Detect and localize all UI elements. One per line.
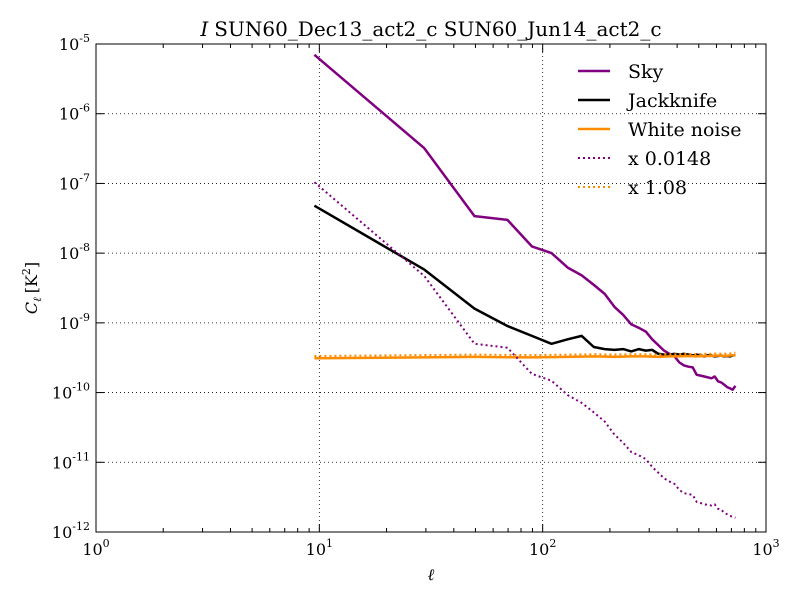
chart-title: I SUN60_Dec13_act2_c SUN60_Jun14_act2_c <box>199 17 661 41</box>
x-tick-label: 100 <box>82 537 109 559</box>
series-line-4 <box>314 351 736 357</box>
y-tick-label: 10-12 <box>52 520 90 542</box>
legend-label-1: Jackknife <box>626 90 717 112</box>
legend: Sky Jackknife White noise x 0.0148 x 1.08 <box>578 61 742 199</box>
ylabel-main: C <box>22 302 41 314</box>
x-tick-label: 101 <box>306 537 333 559</box>
legend-label-0: Sky <box>628 61 664 83</box>
ylabel-unit-close: ] <box>22 262 41 268</box>
series-line-3 <box>313 181 736 519</box>
legend-label-4: x 1.08 <box>628 177 687 199</box>
title-prefix: I <box>199 17 209 41</box>
x-tick-label: 102 <box>529 537 556 559</box>
y-tick-label: 10-7 <box>59 171 90 193</box>
y-tick-label: 10-10 <box>52 381 90 403</box>
ylabel-sub: ℓ <box>31 297 44 302</box>
title-main: SUN60_Dec13_act2_c SUN60_Jun14_act2_c <box>214 17 661 41</box>
series-lines <box>313 53 737 519</box>
y-tick-label: 10-9 <box>59 311 90 333</box>
x-axis-label: ℓ <box>428 565 435 584</box>
y-tick-label: 10-5 <box>59 32 90 54</box>
y-axis-label: Cℓ [K2] <box>20 262 44 314</box>
legend-label-2: White noise <box>628 119 742 141</box>
plot-area <box>96 44 766 532</box>
y-tick-label: 10-8 <box>59 241 90 263</box>
ylabel-unit: [K <box>22 274 41 293</box>
grid <box>96 44 766 532</box>
plot-frame <box>95 43 767 533</box>
x-tick-label: 103 <box>752 537 779 559</box>
ylabel-unit-exp: 2 <box>20 268 33 275</box>
legend-label-3: x 0.0148 <box>628 148 711 170</box>
tick-labels: 100 101 102 103 10-12 10-11 10-10 10-9 10-8 10-7 1… <box>52 32 780 559</box>
series-line-2 <box>314 353 736 360</box>
y-tick-label: 10-11 <box>52 450 90 472</box>
y-tick-label: 10-6 <box>59 102 90 124</box>
